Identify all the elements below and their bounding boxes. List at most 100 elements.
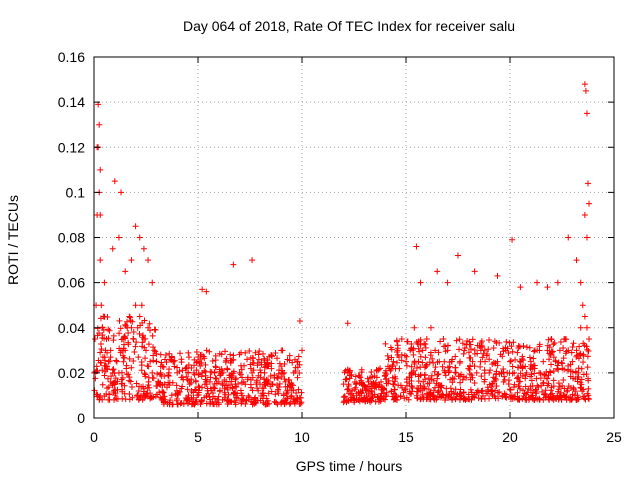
data-point [488,388,495,395]
data-point [487,367,494,374]
data-point [92,336,99,343]
data-point [455,252,461,259]
data-point [569,343,576,350]
data-point [540,396,547,403]
data-point [193,367,200,374]
data-point [174,364,181,371]
data-point [437,387,444,394]
x-tick-label: 25 [606,429,622,445]
data-point [106,327,113,334]
data-point [560,376,567,383]
data-point [388,354,395,361]
data-point [102,347,109,354]
data-point [559,382,566,389]
data-point [96,121,103,128]
y-tick-label: 0.08 [58,230,85,246]
data-point [559,365,566,372]
data-point [347,396,354,403]
data-point [368,385,375,392]
data-point [413,339,420,346]
data-point [141,370,148,377]
data-point [247,365,254,372]
y-tick-label: 0.12 [58,139,85,155]
data-point [246,347,253,354]
data-point [152,326,159,333]
data-point [395,382,402,389]
data-point [144,390,151,397]
data-point [111,178,118,185]
data-point [174,401,181,408]
data-point [135,388,142,395]
data-point [520,357,527,364]
data-point [584,364,591,371]
data-point [251,395,258,402]
data-point [150,357,157,364]
grid-lines [94,57,614,418]
data-point [545,336,552,343]
data-point [115,369,122,376]
data-point [427,324,434,331]
data-point [430,395,437,402]
data-point [120,336,127,343]
data-point [347,391,354,398]
data-point [344,386,351,393]
data-point [414,394,421,401]
data-point [153,350,160,357]
data-point [516,378,523,385]
data-point [124,318,131,325]
data-point [233,375,240,382]
data-point [348,387,355,394]
data-point [445,369,452,376]
data-point [515,342,522,349]
data-point [166,382,173,389]
data-point [134,324,141,331]
data-point [185,369,192,376]
data-point [149,369,156,376]
data-point [122,347,129,354]
data-point [107,347,114,354]
data-point [117,325,124,332]
data-point [490,359,497,366]
data-point [261,369,268,376]
data-point [186,381,193,388]
data-point [401,386,408,393]
data-point [548,348,555,355]
data-point [92,368,99,375]
data-point [200,353,207,360]
data-point [479,387,486,394]
data-point [508,357,515,364]
data-point [140,336,147,343]
data-point [239,374,246,381]
data-point [342,376,349,383]
data-point [136,330,143,337]
data-point [479,354,486,361]
data-point [490,374,497,381]
data-point [467,376,474,383]
data-point [471,268,478,275]
data-point [195,371,202,378]
data-point [447,385,454,392]
data-point [127,378,134,385]
data-point [141,393,148,400]
data-point [465,391,472,398]
data-point [120,358,127,365]
data-point [199,369,206,376]
data-point [176,388,183,395]
data-point [202,376,209,383]
data-point [500,365,507,372]
data-point [139,339,146,346]
data-point [268,365,275,372]
data-point [353,381,360,388]
data-point [396,365,403,372]
data-point [576,343,583,350]
data-point [185,354,192,361]
data-point [496,339,503,346]
data-point [223,378,230,385]
data-point [462,396,469,403]
data-point [526,354,533,361]
data-point [583,324,590,331]
data-point [408,391,415,398]
data-point [246,394,253,401]
data-point [107,354,114,361]
data-point [203,392,210,399]
